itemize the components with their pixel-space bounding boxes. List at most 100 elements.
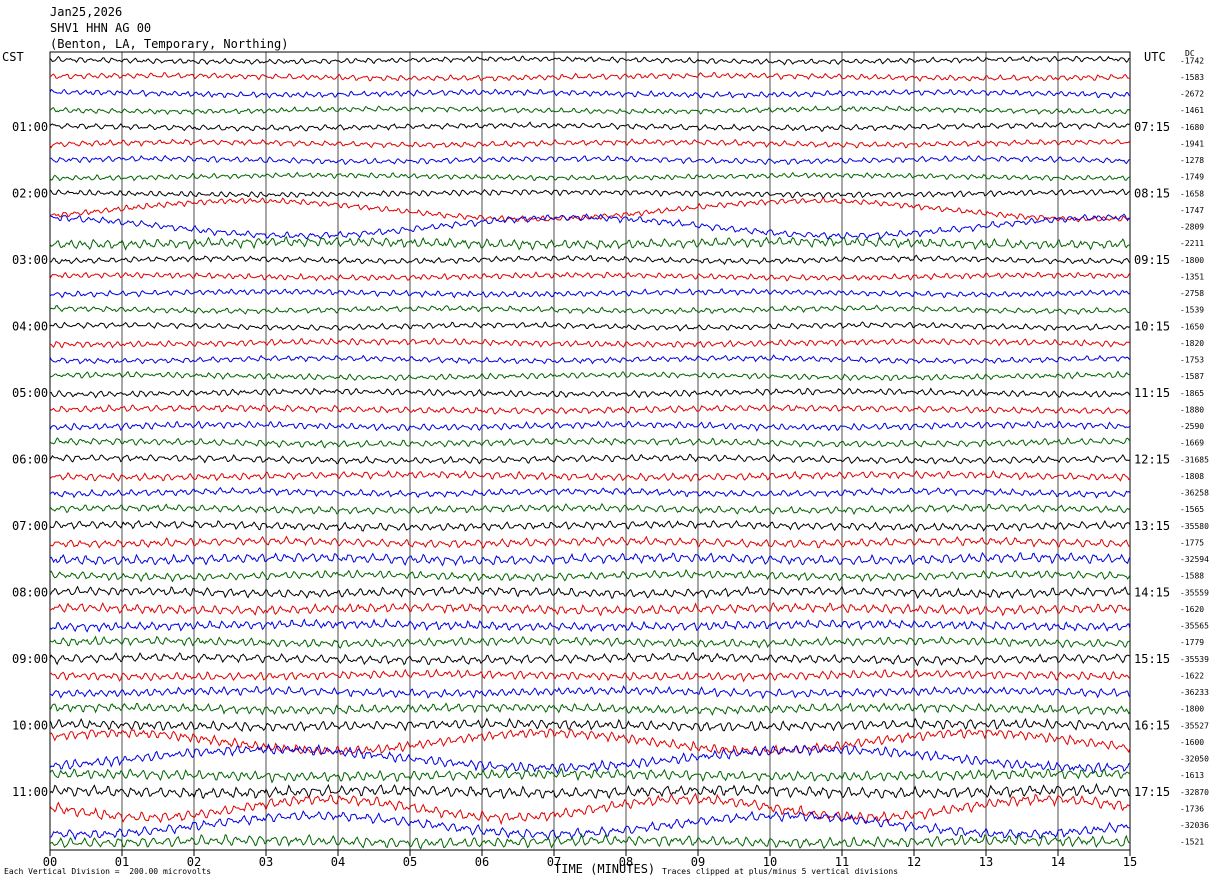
x-tick-label: 02 xyxy=(187,855,201,869)
trace-row-33 xyxy=(49,585,1131,600)
trace-row-34 xyxy=(50,601,1131,617)
dc-offset-label: -2758 xyxy=(1180,289,1204,298)
cst-hour-label: 07:00 xyxy=(12,519,48,533)
trace-row-39 xyxy=(49,685,1131,700)
trace-row-24 xyxy=(49,437,1131,449)
x-tick-label: 15 xyxy=(1123,855,1137,869)
trace-row-12 xyxy=(49,236,1131,251)
trace-row-48 xyxy=(49,833,1131,850)
trace-row-32 xyxy=(49,568,1131,583)
x-tick-label: 01 xyxy=(115,855,129,869)
trace-row-44 xyxy=(49,767,1131,784)
utc-axis-label: UTC xyxy=(1144,50,1166,64)
utc-hour-label: 09:15 xyxy=(1134,253,1170,267)
trace-row-7 xyxy=(49,154,1131,166)
cst-axis-label: CST xyxy=(2,50,24,64)
cst-hour-label: 02:00 xyxy=(12,186,48,200)
trace-row-17 xyxy=(49,321,1131,332)
utc-hour-label: 16:15 xyxy=(1134,718,1170,732)
utc-hour-label: 12:15 xyxy=(1134,452,1170,466)
dc-offset-label: -2590 xyxy=(1180,422,1204,431)
clip-note: Traces clipped at plus/minus 5 vertical … xyxy=(662,867,899,876)
dc-offset-label: -1521 xyxy=(1180,838,1204,847)
trace-row-8 xyxy=(49,171,1131,182)
trace-row-41 xyxy=(49,717,1131,732)
trace-row-27 xyxy=(49,486,1131,499)
x-tick-label: 10 xyxy=(763,855,777,869)
cst-hour-label: 06:00 xyxy=(12,452,48,466)
trace-row-26 xyxy=(49,469,1131,483)
dc-offset-label: -1461 xyxy=(1180,106,1204,115)
dc-offset-label: -1680 xyxy=(1180,123,1204,132)
trace-row-38 xyxy=(49,668,1131,683)
cst-hour-label: 11:00 xyxy=(12,785,48,799)
trace-row-22 xyxy=(49,404,1131,415)
dc-offset-label: -1583 xyxy=(1180,73,1204,82)
dc-offset-label: -2672 xyxy=(1180,90,1204,99)
x-tick-label: 05 xyxy=(403,855,417,869)
trace-row-43 xyxy=(49,743,1131,775)
dc-offset-label: -35527 xyxy=(1180,721,1209,730)
x-tick-label: 07 xyxy=(547,855,561,869)
cst-hour-label: 01:00 xyxy=(12,120,48,134)
trace-row-18 xyxy=(49,337,1131,349)
dc-offset-label: -2211 xyxy=(1180,239,1204,248)
dc-offset-label: -1808 xyxy=(1180,472,1204,481)
trace-row-37 xyxy=(49,651,1131,667)
dc-offset-label: -1622 xyxy=(1180,671,1204,680)
plot-frame xyxy=(49,51,1131,851)
trace-row-23 xyxy=(49,420,1131,432)
trace-row-30 xyxy=(49,535,1131,549)
trace-row-28 xyxy=(49,502,1131,515)
trace-row-1 xyxy=(49,55,1131,66)
utc-hour-label: 07:15 xyxy=(1134,120,1170,134)
trace-row-40 xyxy=(49,702,1131,716)
trace-row-13 xyxy=(49,254,1131,266)
trace-row-42 xyxy=(49,727,1131,756)
utc-hour-label: 17:15 xyxy=(1134,785,1170,799)
x-tick-label: 12 xyxy=(907,855,921,869)
x-tick-label: 04 xyxy=(331,855,345,869)
dc-offset-label: -1600 xyxy=(1180,738,1204,747)
dc-offset-label: -1820 xyxy=(1180,339,1204,348)
x-tick-label: 09 xyxy=(691,855,705,869)
trace-row-19 xyxy=(49,354,1131,365)
dc-offset-label: -36233 xyxy=(1180,688,1209,697)
cst-hour-label: 08:00 xyxy=(12,585,48,599)
dc-offset-label: -32870 xyxy=(1180,788,1209,797)
dc-offset-label: -1539 xyxy=(1180,306,1204,315)
dc-offset-label: -35580 xyxy=(1180,522,1209,531)
dc-offset-label: -36258 xyxy=(1180,489,1209,498)
dc-offset-label: -1351 xyxy=(1180,272,1204,281)
utc-hour-label: 13:15 xyxy=(1134,519,1170,533)
dc-offset-label: -2809 xyxy=(1180,223,1204,232)
dc-offset-label: -32050 xyxy=(1180,755,1209,764)
trace-row-3 xyxy=(49,88,1131,99)
utc-hour-label: 11:15 xyxy=(1134,386,1170,400)
trace-row-45 xyxy=(49,782,1131,800)
dc-offset-label: -32036 xyxy=(1180,821,1209,830)
dc-offset-label: -1749 xyxy=(1180,173,1204,182)
dc-offset-label: -1865 xyxy=(1180,389,1204,398)
dc-offset-label: -1779 xyxy=(1180,638,1204,647)
trace-row-29 xyxy=(49,519,1131,533)
trace-row-16 xyxy=(49,304,1131,315)
trace-row-46 xyxy=(49,792,1131,826)
trace-row-15 xyxy=(49,288,1131,299)
trace-row-31 xyxy=(49,551,1131,567)
dc-offset-label: -1753 xyxy=(1180,356,1204,365)
cst-hour-label: 10:00 xyxy=(12,718,48,732)
x-tick-label: 03 xyxy=(259,855,273,869)
trace-row-14 xyxy=(49,271,1131,282)
trace-row-6 xyxy=(49,138,1131,149)
cst-hour-label: 05:00 xyxy=(12,386,48,400)
dc-offset-label: -1620 xyxy=(1180,605,1204,614)
dc-offset-label: -1587 xyxy=(1180,372,1204,381)
dc-offset-label: -1658 xyxy=(1180,189,1204,198)
scale-note: Each Vertical Division = 200.00 microvol… xyxy=(4,867,212,876)
x-tick-label: 00 xyxy=(43,855,57,869)
trace-row-36 xyxy=(49,635,1131,649)
x-tick-label: 13 xyxy=(979,855,993,869)
dc-offset-label: -1588 xyxy=(1180,572,1204,581)
dc-offset-label: -1613 xyxy=(1180,771,1204,780)
